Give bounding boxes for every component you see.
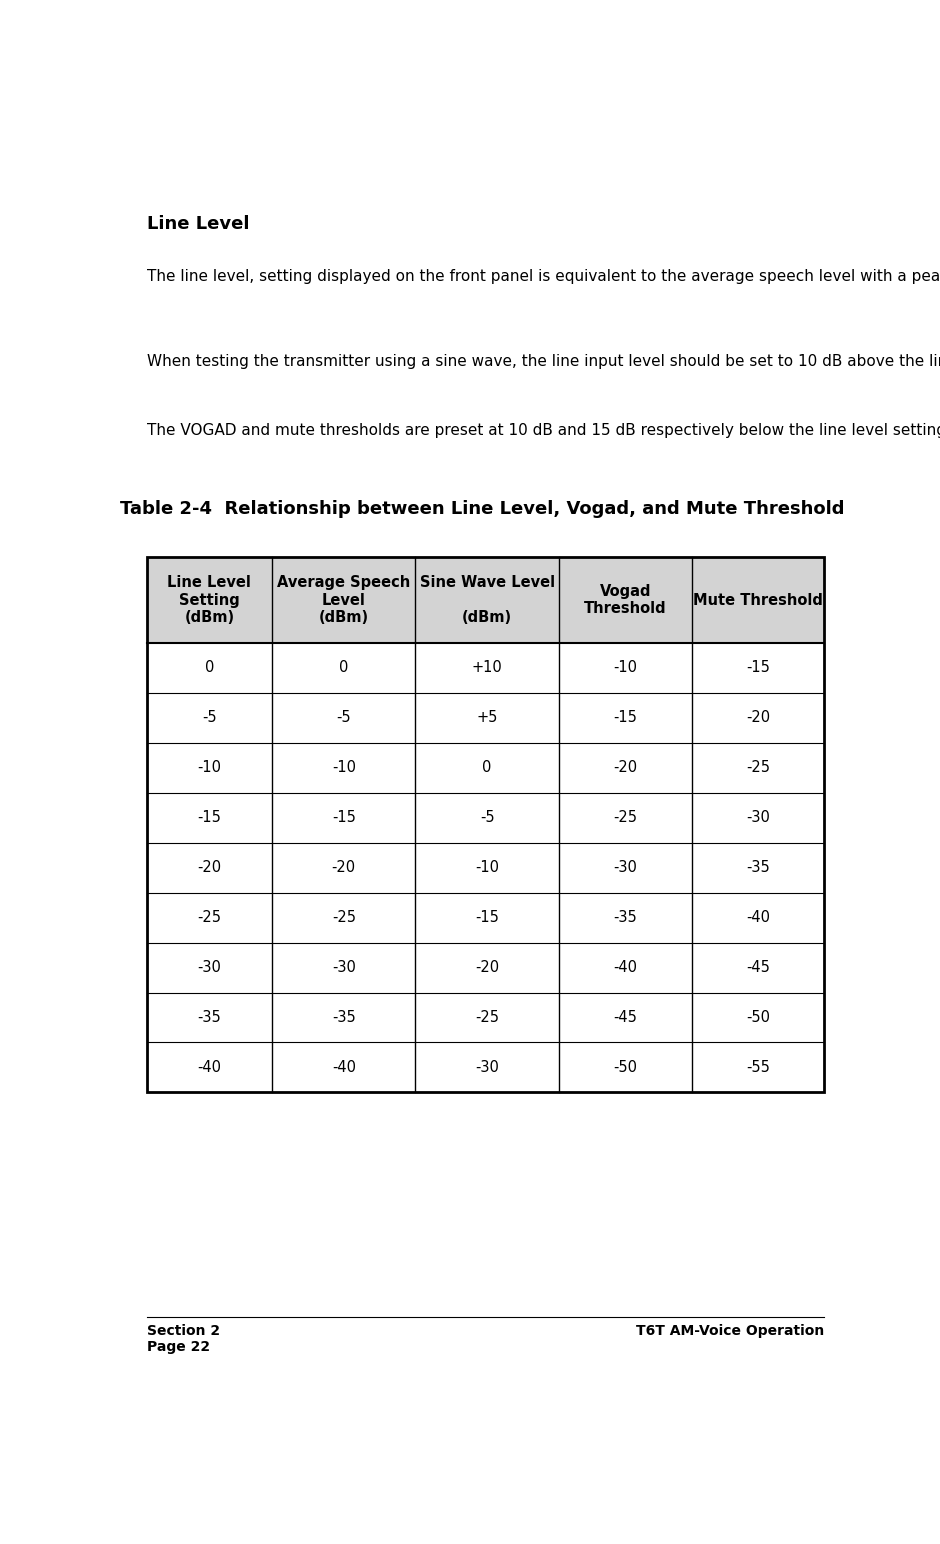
Text: 0: 0 <box>482 760 492 775</box>
Bar <box>147 557 824 642</box>
Text: -25: -25 <box>332 909 356 925</box>
Text: -30: -30 <box>476 1059 499 1075</box>
Text: -30: -30 <box>746 811 770 824</box>
Text: -35: -35 <box>332 1010 355 1025</box>
Text: -25: -25 <box>613 811 637 824</box>
Text: -20: -20 <box>613 760 637 775</box>
Text: -15: -15 <box>613 710 637 726</box>
Text: -20: -20 <box>332 860 356 875</box>
Text: -40: -40 <box>745 909 770 925</box>
Text: -25: -25 <box>197 909 222 925</box>
Text: -5: -5 <box>202 710 217 726</box>
Text: -30: -30 <box>332 960 355 976</box>
Text: -10: -10 <box>613 661 637 675</box>
Text: Line Level: Line Level <box>147 215 249 233</box>
Text: -35: -35 <box>613 909 637 925</box>
Text: -15: -15 <box>197 811 221 824</box>
Text: +10: +10 <box>472 661 503 675</box>
Text: -15: -15 <box>332 811 355 824</box>
Text: -40: -40 <box>613 960 637 976</box>
Bar <box>147 557 824 1093</box>
Text: Vogad
Threshold: Vogad Threshold <box>584 584 666 616</box>
Text: T6T AM-Voice Operation: T6T AM-Voice Operation <box>635 1325 824 1339</box>
Text: -10: -10 <box>332 760 356 775</box>
Text: -15: -15 <box>746 661 770 675</box>
Text: +5: +5 <box>477 710 498 726</box>
Text: Average Speech
Level
(dBm): Average Speech Level (dBm) <box>277 576 411 625</box>
Text: -10: -10 <box>476 860 499 875</box>
Text: -25: -25 <box>476 1010 499 1025</box>
Text: -5: -5 <box>337 710 352 726</box>
Text: Section 2
Page 22: Section 2 Page 22 <box>147 1325 220 1354</box>
Text: Sine Wave Level

(dBm): Sine Wave Level (dBm) <box>419 576 555 625</box>
Text: Line Level
Setting
(dBm): Line Level Setting (dBm) <box>167 576 251 625</box>
Text: -30: -30 <box>197 960 221 976</box>
Text: -30: -30 <box>613 860 637 875</box>
Text: -50: -50 <box>613 1059 637 1075</box>
Text: Mute Threshold: Mute Threshold <box>693 593 822 608</box>
Text: -55: -55 <box>746 1059 770 1075</box>
Text: -15: -15 <box>476 909 499 925</box>
Text: -35: -35 <box>197 1010 221 1025</box>
Text: -25: -25 <box>745 760 770 775</box>
Text: The VOGAD and mute thresholds are preset at 10 dB and 15 dB respectively below t: The VOGAD and mute thresholds are preset… <box>147 423 940 438</box>
Text: -45: -45 <box>746 960 770 976</box>
Text: -10: -10 <box>197 760 222 775</box>
Text: -50: -50 <box>745 1010 770 1025</box>
Text: The line level, setting displayed on the front panel is equivalent to the averag: The line level, setting displayed on the… <box>147 269 940 284</box>
Text: -45: -45 <box>613 1010 637 1025</box>
Text: -20: -20 <box>197 860 222 875</box>
Text: Table 2-4  Relationship between Line Level, Vogad, and Mute Threshold: Table 2-4 Relationship between Line Leve… <box>119 500 844 519</box>
Text: 0: 0 <box>339 661 349 675</box>
Text: -20: -20 <box>475 960 499 976</box>
Text: 0: 0 <box>205 661 214 675</box>
Text: -20: -20 <box>745 710 770 726</box>
Text: -5: -5 <box>480 811 494 824</box>
Text: -35: -35 <box>746 860 770 875</box>
Text: When testing the transmitter using a sine wave, the line input level should be s: When testing the transmitter using a sin… <box>147 354 940 369</box>
Text: -40: -40 <box>332 1059 356 1075</box>
Text: -40: -40 <box>197 1059 222 1075</box>
